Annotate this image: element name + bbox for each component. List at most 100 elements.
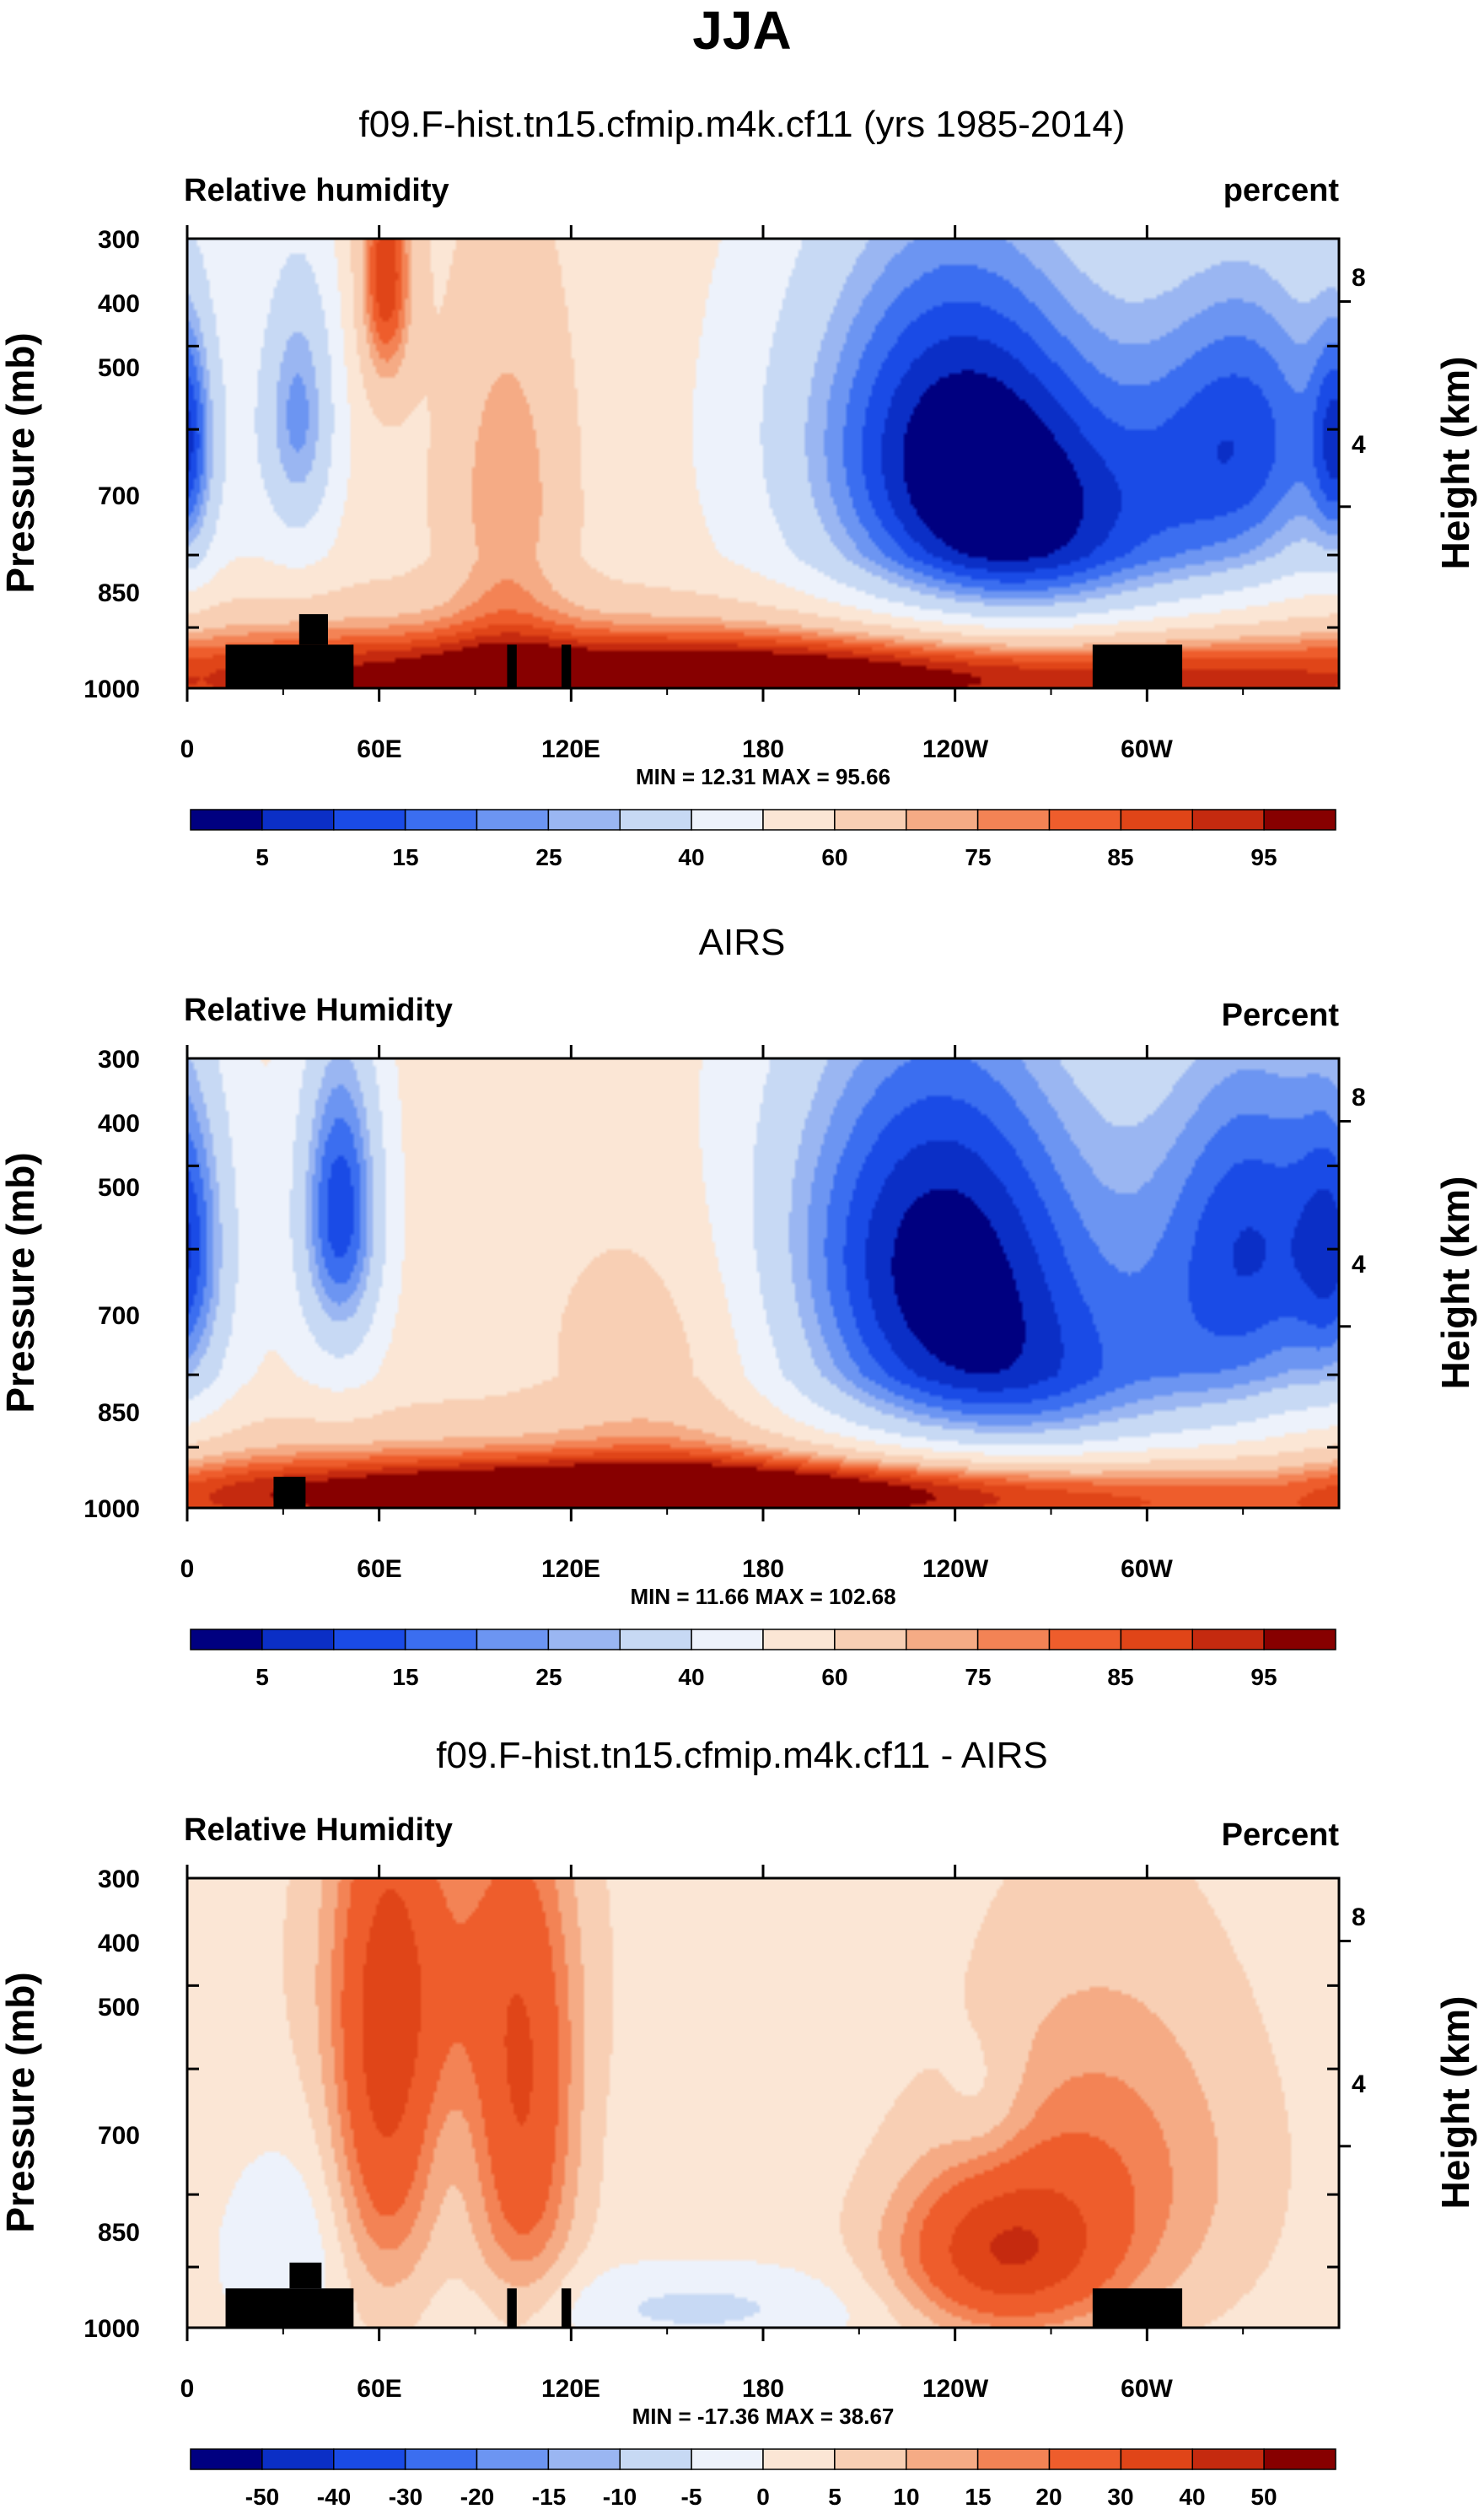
y-tick-label: 850 (98, 2219, 140, 2247)
colorbar-label: 20 (1035, 2484, 1062, 2509)
colorbar-swatch (1263, 1629, 1336, 1650)
x-tick-label: 60W (1121, 2375, 1173, 2403)
y-tick-label: 700 (98, 482, 140, 510)
height-tick-label: 8 (1352, 264, 1366, 292)
contour-plot (186, 1045, 1351, 1521)
colorbar-swatch (1191, 1629, 1265, 1650)
y-tick-label: 400 (98, 1110, 140, 1138)
colorbar-label: 40 (1179, 2484, 1205, 2509)
colorbar-label: 95 (1250, 1664, 1277, 1690)
colorbar-swatch (261, 809, 335, 831)
colorbar-label: 85 (1107, 844, 1133, 870)
x-tick-label: 60E (357, 1555, 401, 1583)
y-tick-label: 1000 (83, 1495, 140, 1523)
y-tick-label: 400 (98, 290, 140, 318)
colorbar-label: 10 (893, 2484, 919, 2509)
y2-axis-title: Height (km) (1433, 1996, 1477, 2210)
panel-model: f09.F-hist.tn15.cfmip.m4k.cf11 (yrs 1985… (0, 104, 1477, 870)
colorbar-label: 75 (965, 844, 991, 870)
colorbar-swatch (619, 1629, 692, 1650)
height-tick-label: 8 (1352, 1903, 1366, 1931)
colorbar-swatch (1048, 1629, 1122, 1650)
y-axis-title: Pressure (mb) (0, 332, 42, 593)
colorbar-swatch (1120, 809, 1193, 831)
colorbar-swatch (476, 1629, 550, 1650)
colorbar-swatch (333, 809, 406, 831)
colorbar-swatch (1120, 2448, 1193, 2470)
colorbar-swatch (1120, 1629, 1193, 1650)
colorbar-label: 15 (392, 844, 418, 870)
colorbar-swatch (906, 809, 979, 831)
land-block (225, 2288, 354, 2328)
variable-label: Relative Humidity (184, 993, 453, 1028)
colorbar-label: 15 (392, 1664, 418, 1690)
x-tick-label: 120W (922, 2375, 989, 2403)
contour-plot (186, 1865, 1351, 2341)
colorbar-label: 60 (821, 1664, 847, 1690)
colorbar-swatch (261, 2448, 335, 2470)
colorbar-swatch (1048, 2448, 1122, 2470)
y-tick-label: 400 (98, 1930, 140, 1957)
x-tick-label: 120W (922, 735, 989, 763)
height-tick-label: 4 (1352, 1251, 1366, 1279)
colorbar-swatch (976, 809, 1051, 831)
colorbar-swatch (1191, 2448, 1265, 2470)
colorbar-swatch (190, 1629, 263, 1650)
units-label: percent (1223, 173, 1340, 208)
colorbar-swatch (404, 2448, 478, 2470)
y2-axis-title: Height (km) (1433, 1176, 1477, 1390)
y-tick-label: 1000 (83, 2315, 140, 2343)
x-tick-label: 180 (742, 2375, 784, 2403)
units-label: Percent (1222, 1817, 1340, 1853)
colorbar-swatch (976, 1629, 1051, 1650)
colorbar-label: 5 (828, 2484, 841, 2509)
axis-ticks (186, 1865, 1351, 2341)
colorbar-label: 25 (535, 1664, 562, 1690)
y-tick-label: 700 (98, 1302, 140, 1330)
colorbar-label: 30 (1107, 2484, 1133, 2509)
min-max-readout: MIN = -17.36 MAX = 38.67 (632, 2404, 895, 2429)
colorbar-swatch (691, 809, 764, 831)
land-block (273, 1477, 306, 1508)
axis-ticks (186, 225, 1351, 702)
panel-title: f09.F-hist.tn15.cfmip.m4k.cf11 - AIRS (436, 1735, 1047, 1776)
colorbar-label: 5 (255, 1664, 269, 1690)
panel-title: f09.F-hist.tn15.cfmip.m4k.cf11 (yrs 1985… (359, 104, 1126, 145)
x-tick-label: 60E (357, 735, 401, 763)
land-block (298, 614, 328, 645)
panel-airs: AIRS Relative Humidity Percent 300 400 5… (0, 922, 1477, 1690)
contour-field (187, 1058, 1339, 1508)
colorbar-swatch (834, 1629, 907, 1650)
x-tick-label: 180 (742, 1555, 784, 1583)
colorbar-label: 85 (1107, 1664, 1133, 1690)
colorbar-swatches (190, 809, 1336, 831)
x-tick-label: 180 (742, 735, 784, 763)
units-label: Percent (1222, 998, 1340, 1033)
colorbar-label: -40 (317, 2484, 351, 2509)
y-tick-label: 850 (98, 579, 140, 607)
x-tick-label: 120E (541, 2375, 600, 2403)
colorbar-swatch (476, 2448, 550, 2470)
land-mask (273, 1477, 306, 1508)
colorbar-label: -5 (681, 2484, 702, 2509)
colorbar-label: -10 (603, 2484, 637, 2509)
colorbar-swatch (404, 809, 478, 831)
colorbar-swatch (404, 1629, 478, 1650)
contour-field (187, 1878, 1339, 2328)
y-tick-label: 500 (98, 1994, 140, 2022)
colorbar-swatch (834, 809, 907, 831)
y-tick-label: 500 (98, 354, 140, 382)
x-tick-label: 120W (922, 1555, 989, 1583)
colorbar-swatch (1263, 2448, 1336, 2470)
y-tick-label: 850 (98, 1399, 140, 1427)
axis-ticks (186, 1045, 1351, 1521)
height-tick-label: 4 (1352, 431, 1366, 459)
colorbar-label: -15 (532, 2484, 566, 2509)
colorbar-swatch (762, 2448, 836, 2470)
variable-label: Relative Humidity (184, 1812, 453, 1848)
y-tick-label: 300 (98, 1046, 140, 1074)
y-tick-label: 500 (98, 1174, 140, 1202)
colorbar-swatch (190, 809, 263, 831)
colorbar-label: 40 (678, 1664, 704, 1690)
min-max-readout: MIN = 11.66 MAX = 102.68 (630, 1584, 895, 1609)
